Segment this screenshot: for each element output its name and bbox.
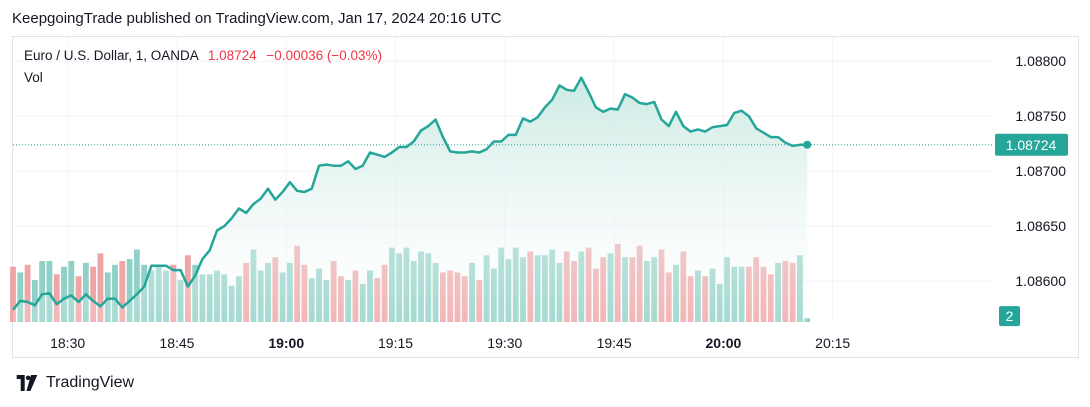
- volume-bar: [97, 253, 104, 322]
- symbol-label[interactable]: Euro / U.S. Dollar, 1, OANDA: [24, 48, 199, 63]
- y-tick-label: 1.08750: [1015, 108, 1066, 124]
- x-tick-label: 19:00: [268, 335, 304, 351]
- price-area-fill: [13, 77, 808, 322]
- volume-bar: [46, 260, 53, 322]
- x-tick-label: 20:00: [706, 335, 742, 351]
- time-axis: 18:30 18:45 19:00 19:15 19:30 19:45 20:00 20:15: [50, 335, 850, 351]
- volume-bar: [24, 264, 31, 322]
- volume-bar: [126, 259, 133, 322]
- volume-bar: [61, 266, 67, 322]
- current-price: 1.08724: [207, 48, 257, 63]
- volume-bar: [119, 260, 126, 322]
- x-tick-label: 19:30: [487, 335, 522, 351]
- volume-bar: [68, 260, 75, 322]
- volume-bar: [82, 262, 89, 322]
- volume-bar: [39, 260, 46, 322]
- published-header: KeepgoingTrade published on TradingView.…: [12, 10, 502, 27]
- tradingview-logo-icon: [16, 375, 38, 391]
- volume-bar: [31, 280, 38, 322]
- chart-frame: [12, 36, 1079, 358]
- last-price-label: 1.08724: [1006, 137, 1057, 153]
- last-price-dot: [803, 140, 812, 149]
- footer-brand[interactable]: TradingView: [14, 374, 134, 392]
- x-tick-label: 18:30: [50, 335, 85, 351]
- price-line: [12, 76, 808, 311]
- x-tick-label: 20:15: [815, 335, 850, 351]
- volume-bar: [53, 274, 60, 322]
- x-tick-label: 18:45: [159, 335, 194, 351]
- volume-bar: [10, 266, 16, 322]
- volume-bar: [17, 272, 24, 322]
- volume-bar: [104, 272, 111, 322]
- price-change: −0.00036 (−0.03%): [266, 48, 383, 63]
- price-axis: 1.08800 1.08750 1.08700 1.08650 1.08600: [1015, 53, 1066, 289]
- x-tick-label: 19:45: [597, 335, 632, 351]
- y-tick-label: 1.08800: [1015, 53, 1066, 69]
- y-tick-label: 1.08650: [1015, 218, 1066, 234]
- y-tick-label: 1.08700: [1015, 163, 1066, 179]
- volume-bar: [804, 318, 811, 322]
- volume-label: Vol: [24, 70, 43, 85]
- volume-bar: [112, 264, 118, 322]
- y-tick-label: 1.08600: [1015, 273, 1066, 289]
- last-volume-badge: 2: [999, 306, 1020, 327]
- x-tick-label: 19:15: [378, 335, 413, 351]
- last-price-badge: 1.08724: [995, 133, 1068, 156]
- volume-bar: [90, 266, 97, 322]
- chart-legend: Euro / U.S. Dollar, 1, OANDA 1.08724 −0.…: [24, 48, 382, 63]
- volume-bar: [133, 249, 140, 322]
- volume-bar: [75, 276, 82, 322]
- last-volume-label: 2: [1006, 308, 1014, 324]
- brand-name: TradingView: [46, 374, 135, 391]
